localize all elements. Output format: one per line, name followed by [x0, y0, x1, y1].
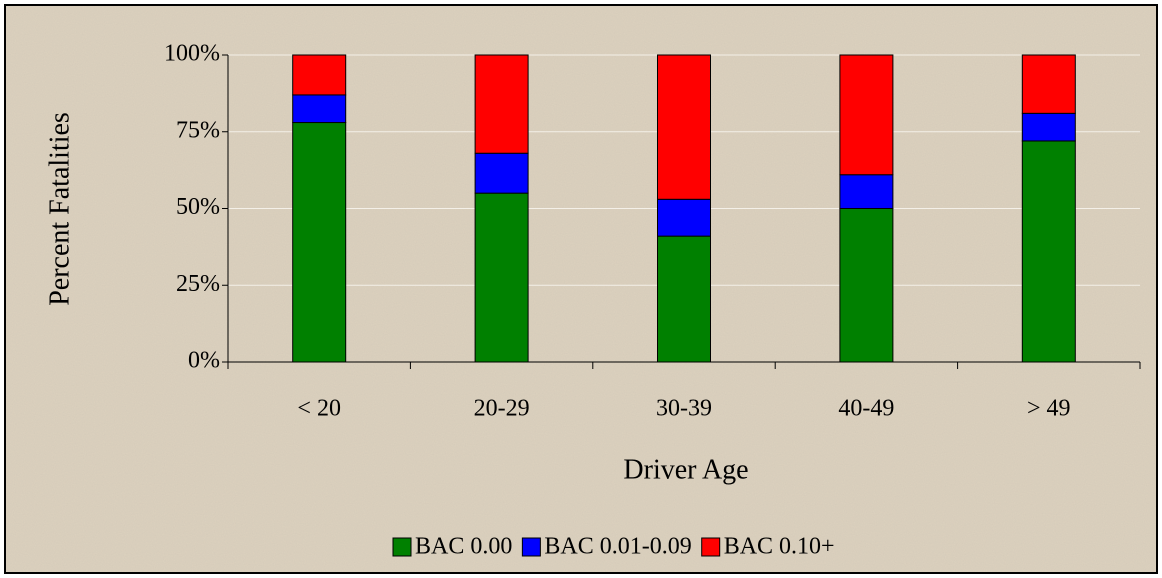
bar-segment [839, 174, 894, 209]
y-tick-label: 25% [176, 271, 220, 297]
bar-segment [292, 122, 347, 363]
bar-segment [474, 54, 529, 154]
bar-segment [657, 198, 711, 237]
x-axis-label: Driver Age [623, 454, 748, 485]
x-tick-label: 40-49 [838, 396, 894, 422]
legend-label: BAC 0.01-0.09 [544, 534, 691, 560]
x-tick-label: < 20 [297, 396, 341, 422]
bar-segment [657, 54, 711, 200]
y-tick-label: 0% [188, 348, 220, 374]
y-tick-label: 100% [164, 41, 220, 67]
bar-segment [839, 54, 894, 176]
legend-label: BAC 0.10+ [724, 534, 835, 560]
legend-swatch [392, 537, 412, 557]
bar-segment [1021, 140, 1076, 363]
texture [6, 6, 1156, 572]
y-tick-label: 50% [176, 194, 220, 220]
legend-swatch [521, 537, 541, 557]
bar-segment [1021, 112, 1076, 142]
bar-segment [292, 54, 347, 96]
bar-segment [474, 152, 529, 194]
bar-segment [474, 192, 529, 363]
bar-segment [657, 235, 711, 363]
bar-segment [1021, 54, 1076, 114]
bar-segment [839, 208, 894, 363]
y-tick-label: 75% [176, 117, 220, 143]
x-tick-label: 20-29 [474, 396, 530, 422]
legend-swatch [701, 537, 721, 557]
bar-segment [292, 94, 347, 124]
x-tick-label: 30-39 [656, 396, 712, 422]
y-axis-label: Percent Fatalities [44, 112, 75, 306]
x-tick-label: > 49 [1027, 396, 1071, 422]
legend-label: BAC 0.00 [415, 534, 512, 560]
